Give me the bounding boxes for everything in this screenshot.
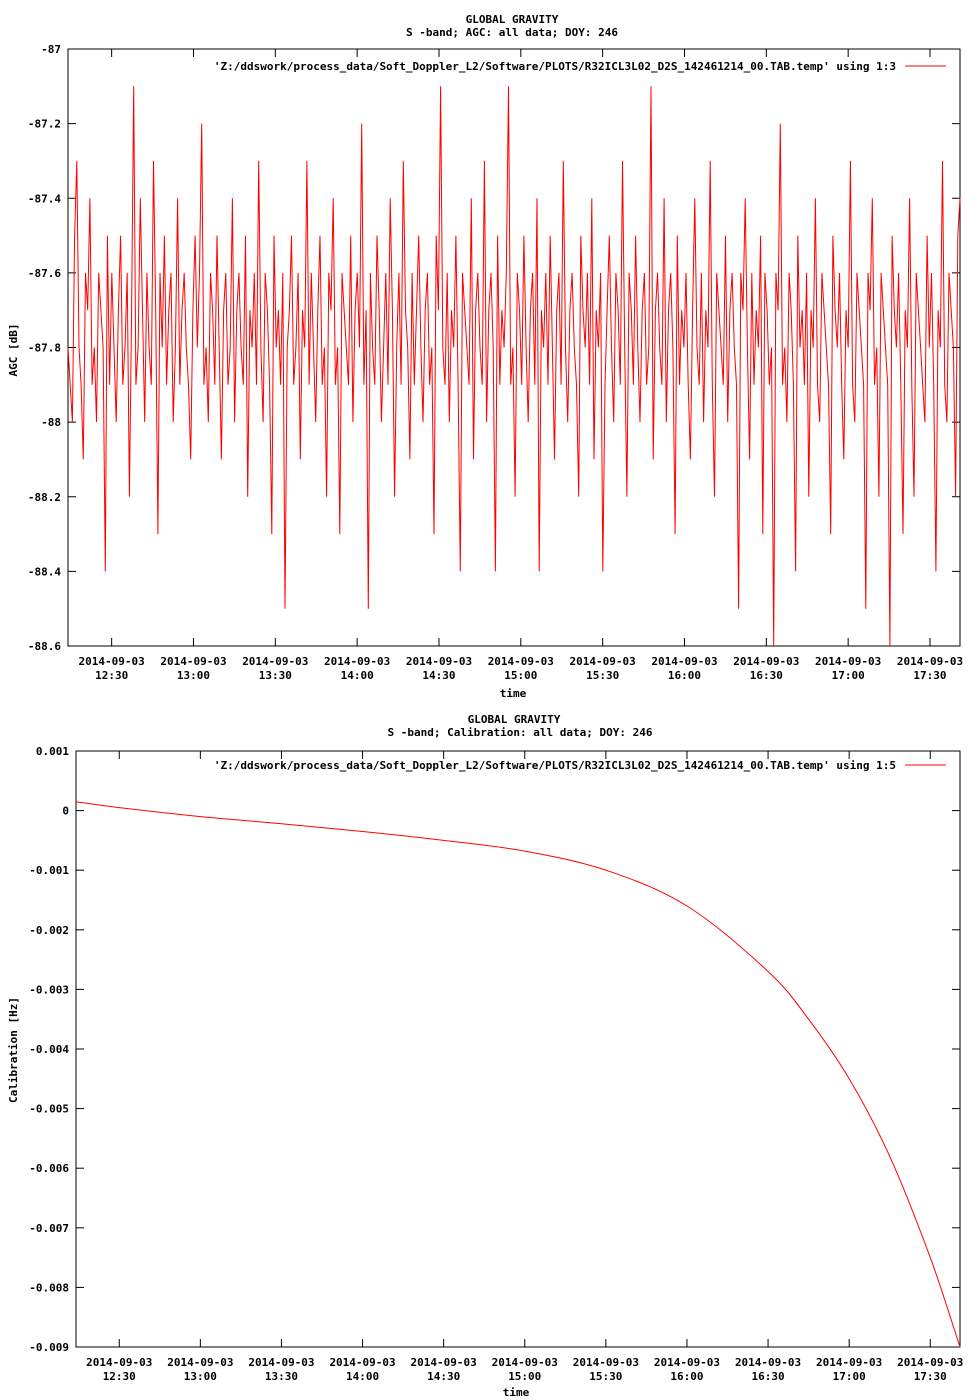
y-tick-label: -0.002 bbox=[29, 924, 69, 937]
chart1-x-label: time bbox=[500, 687, 527, 700]
y-tick-label: -88.6 bbox=[28, 640, 61, 653]
chart2-x-label: time bbox=[503, 1386, 530, 1399]
y-tick-label: -0.003 bbox=[29, 983, 69, 996]
agc-chart: GLOBAL GRAVITY S -band; AGC: all data; D… bbox=[7, 13, 963, 700]
x-tick-time-label: 14:30 bbox=[422, 669, 455, 682]
y-tick-label: -0.007 bbox=[29, 1222, 69, 1235]
x-tick-time-label: 15:30 bbox=[586, 669, 619, 682]
chart2-title: GLOBAL GRAVITY bbox=[468, 713, 561, 726]
x-tick-time-label: 14:00 bbox=[341, 669, 374, 682]
x-tick-date-label: 2014-09-03 bbox=[488, 655, 554, 668]
x-tick-date-label: 2014-09-03 bbox=[897, 655, 963, 668]
x-tick-time-label: 17:00 bbox=[832, 669, 865, 682]
x-tick-time-label: 13:30 bbox=[259, 669, 292, 682]
x-tick-date-label: 2014-09-03 bbox=[160, 655, 226, 668]
chart1-series-line bbox=[67, 86, 961, 647]
x-tick-date-label: 2014-09-03 bbox=[816, 1356, 882, 1369]
chart2-legend-label: 'Z:/ddswork/process_data/Soft_Doppler_L2… bbox=[214, 759, 896, 772]
chart1-y-label: AGC [dB] bbox=[7, 324, 20, 377]
x-tick-time-label: 15:30 bbox=[589, 1370, 622, 1383]
x-tick-time-label: 13:00 bbox=[184, 1370, 217, 1383]
x-tick-time-label: 17:30 bbox=[913, 669, 946, 682]
y-tick-label: -87.2 bbox=[28, 118, 61, 131]
y-tick-label: -88 bbox=[41, 416, 61, 429]
x-tick-date-label: 2014-09-03 bbox=[570, 655, 636, 668]
x-tick-time-label: 16:00 bbox=[668, 669, 701, 682]
x-tick-time-label: 12:30 bbox=[103, 1370, 136, 1383]
x-tick-date-label: 2014-09-03 bbox=[248, 1356, 314, 1369]
x-tick-date-label: 2014-09-03 bbox=[324, 655, 390, 668]
y-tick-label: -0.008 bbox=[29, 1281, 69, 1294]
x-tick-date-label: 2014-09-03 bbox=[79, 655, 145, 668]
chart1-title: GLOBAL GRAVITY bbox=[466, 13, 559, 26]
x-tick-date-label: 2014-09-03 bbox=[651, 655, 717, 668]
x-tick-time-label: 17:00 bbox=[833, 1370, 866, 1383]
chart2-series-line bbox=[75, 801, 961, 1348]
y-tick-label: -0.009 bbox=[29, 1341, 69, 1354]
x-tick-time-label: 16:30 bbox=[751, 1370, 784, 1383]
chart1-x-ticks: 2014-09-0312:302014-09-0313:002014-09-03… bbox=[79, 49, 963, 682]
y-tick-label: -0.004 bbox=[29, 1043, 69, 1056]
x-tick-date-label: 2014-09-03 bbox=[406, 655, 472, 668]
x-tick-time-label: 16:30 bbox=[750, 669, 783, 682]
x-tick-date-label: 2014-09-03 bbox=[329, 1356, 395, 1369]
x-tick-date-label: 2014-09-03 bbox=[733, 655, 799, 668]
y-tick-label: -88.2 bbox=[28, 491, 61, 504]
y-tick-label: -87.8 bbox=[28, 342, 61, 355]
chart2-plot-frame bbox=[75, 750, 961, 1348]
y-tick-label: -0.006 bbox=[29, 1162, 69, 1175]
y-tick-label: -87.6 bbox=[28, 267, 61, 280]
chart2-subtitle: S -band; Calibration: all data; DOY: 246 bbox=[388, 726, 653, 739]
x-tick-time-label: 13:30 bbox=[265, 1370, 298, 1383]
x-tick-date-label: 2014-09-03 bbox=[897, 1356, 963, 1369]
calibration-chart: GLOBAL GRAVITY S -band; Calibration: all… bbox=[7, 713, 963, 1399]
x-tick-time-label: 17:30 bbox=[914, 1370, 947, 1383]
chart1-y-ticks: -87 -87.2 -87.4 -87.6 -87.8 -88 -88.2 -88.4 -88.… bbox=[28, 43, 960, 653]
y-tick-label: 0.001 bbox=[36, 745, 69, 758]
x-tick-date-label: 2014-09-03 bbox=[815, 655, 881, 668]
chart1-subtitle: S -band; AGC: all data; DOY: 246 bbox=[406, 26, 618, 39]
x-tick-date-label: 2014-09-03 bbox=[492, 1356, 558, 1369]
x-tick-date-label: 2014-09-03 bbox=[411, 1356, 477, 1369]
x-tick-time-label: 13:00 bbox=[177, 669, 210, 682]
y-tick-label: 0 bbox=[62, 805, 69, 818]
x-tick-time-label: 16:00 bbox=[670, 1370, 703, 1383]
x-tick-time-label: 15:00 bbox=[508, 1370, 541, 1383]
chart2-x-ticks: 2014-09-0312:302014-09-0313:002014-09-03… bbox=[86, 751, 963, 1383]
y-tick-label: -87 bbox=[41, 43, 61, 56]
y-tick-label: -0.005 bbox=[29, 1103, 69, 1116]
chart2-y-label: Calibration [Hz] bbox=[7, 997, 20, 1103]
x-tick-date-label: 2014-09-03 bbox=[573, 1356, 639, 1369]
y-tick-label: -88.4 bbox=[28, 565, 61, 578]
x-tick-date-label: 2014-09-03 bbox=[86, 1356, 152, 1369]
x-tick-time-label: 14:00 bbox=[346, 1370, 379, 1383]
chart1-legend-label: 'Z:/ddswork/process_data/Soft_Doppler_L2… bbox=[214, 60, 896, 73]
x-tick-date-label: 2014-09-03 bbox=[654, 1356, 720, 1369]
x-tick-time-label: 14:30 bbox=[427, 1370, 460, 1383]
x-tick-date-label: 2014-09-03 bbox=[242, 655, 308, 668]
y-tick-label: -87.4 bbox=[28, 192, 61, 205]
y-tick-label: -0.001 bbox=[29, 864, 69, 877]
x-tick-date-label: 2014-09-03 bbox=[735, 1356, 801, 1369]
chart2-y-ticks: 0.001 0 -0.001 -0.002 -0.003 -0.004 -0.005 -0.0… bbox=[29, 745, 960, 1354]
x-tick-time-label: 15:00 bbox=[504, 669, 537, 682]
x-tick-date-label: 2014-09-03 bbox=[167, 1356, 233, 1369]
x-tick-time-label: 12:30 bbox=[95, 669, 128, 682]
